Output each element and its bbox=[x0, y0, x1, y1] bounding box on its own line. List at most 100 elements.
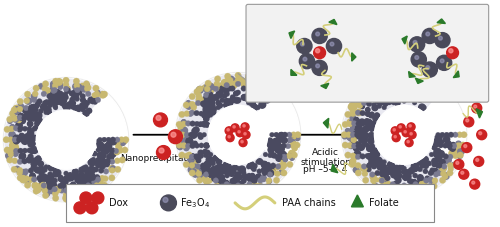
Circle shape bbox=[349, 102, 356, 108]
Circle shape bbox=[58, 91, 63, 96]
Circle shape bbox=[354, 117, 359, 122]
Circle shape bbox=[74, 87, 80, 93]
Circle shape bbox=[390, 186, 396, 192]
Circle shape bbox=[418, 179, 424, 185]
Circle shape bbox=[196, 100, 201, 106]
Circle shape bbox=[452, 153, 458, 159]
Circle shape bbox=[356, 143, 362, 149]
Circle shape bbox=[113, 148, 118, 154]
Circle shape bbox=[418, 175, 423, 181]
Circle shape bbox=[262, 162, 268, 168]
Circle shape bbox=[14, 148, 19, 154]
Circle shape bbox=[23, 105, 29, 111]
Circle shape bbox=[80, 104, 84, 108]
Circle shape bbox=[11, 107, 18, 113]
Circle shape bbox=[212, 185, 219, 192]
Circle shape bbox=[79, 167, 84, 173]
Circle shape bbox=[180, 132, 186, 138]
Circle shape bbox=[205, 123, 210, 127]
Circle shape bbox=[436, 91, 440, 96]
Circle shape bbox=[359, 129, 364, 134]
Circle shape bbox=[230, 178, 235, 184]
Circle shape bbox=[424, 87, 428, 92]
Circle shape bbox=[73, 195, 80, 201]
Circle shape bbox=[94, 93, 99, 98]
Circle shape bbox=[248, 178, 253, 182]
Circle shape bbox=[22, 158, 28, 164]
Circle shape bbox=[362, 177, 369, 183]
Circle shape bbox=[272, 143, 278, 148]
Circle shape bbox=[266, 162, 270, 167]
Circle shape bbox=[26, 157, 32, 162]
Circle shape bbox=[384, 181, 389, 185]
Circle shape bbox=[442, 143, 448, 148]
Circle shape bbox=[229, 171, 234, 176]
Circle shape bbox=[40, 184, 46, 190]
Circle shape bbox=[376, 104, 382, 109]
Circle shape bbox=[63, 188, 69, 193]
Circle shape bbox=[462, 143, 472, 153]
Circle shape bbox=[66, 194, 71, 199]
Circle shape bbox=[436, 163, 442, 168]
FancyBboxPatch shape bbox=[246, 4, 488, 102]
Circle shape bbox=[72, 169, 78, 175]
Circle shape bbox=[259, 81, 263, 85]
Circle shape bbox=[349, 161, 356, 168]
Circle shape bbox=[242, 82, 246, 87]
Circle shape bbox=[92, 192, 104, 204]
Circle shape bbox=[48, 182, 54, 187]
Circle shape bbox=[54, 170, 61, 176]
Circle shape bbox=[106, 137, 111, 142]
Circle shape bbox=[360, 110, 366, 116]
Circle shape bbox=[4, 147, 10, 153]
Circle shape bbox=[87, 179, 94, 186]
Circle shape bbox=[100, 157, 105, 162]
Circle shape bbox=[23, 169, 29, 174]
Circle shape bbox=[265, 80, 271, 86]
Circle shape bbox=[252, 178, 257, 183]
Circle shape bbox=[385, 168, 391, 175]
Circle shape bbox=[386, 98, 392, 104]
Circle shape bbox=[228, 136, 230, 138]
Circle shape bbox=[216, 171, 222, 177]
Circle shape bbox=[356, 133, 362, 139]
Circle shape bbox=[180, 138, 186, 143]
Circle shape bbox=[440, 163, 444, 167]
Circle shape bbox=[276, 144, 282, 151]
Circle shape bbox=[56, 79, 62, 85]
Circle shape bbox=[204, 172, 209, 177]
Circle shape bbox=[380, 171, 386, 177]
Circle shape bbox=[30, 137, 35, 142]
Circle shape bbox=[178, 111, 185, 118]
Circle shape bbox=[272, 142, 277, 147]
Circle shape bbox=[432, 162, 437, 167]
Circle shape bbox=[378, 98, 385, 104]
Circle shape bbox=[396, 178, 401, 182]
Circle shape bbox=[422, 28, 438, 44]
Circle shape bbox=[346, 121, 352, 127]
Circle shape bbox=[92, 188, 99, 194]
Circle shape bbox=[374, 79, 381, 85]
Circle shape bbox=[390, 82, 396, 88]
Circle shape bbox=[396, 96, 402, 103]
Circle shape bbox=[235, 187, 241, 193]
Circle shape bbox=[216, 91, 223, 98]
Circle shape bbox=[360, 165, 367, 171]
Circle shape bbox=[58, 99, 63, 105]
Circle shape bbox=[257, 169, 262, 174]
Circle shape bbox=[370, 148, 378, 155]
Circle shape bbox=[6, 116, 13, 123]
Circle shape bbox=[178, 152, 185, 158]
Circle shape bbox=[80, 188, 87, 195]
Circle shape bbox=[204, 143, 208, 148]
Circle shape bbox=[188, 167, 194, 173]
Circle shape bbox=[228, 76, 234, 81]
Circle shape bbox=[203, 149, 207, 154]
Circle shape bbox=[272, 170, 276, 174]
Circle shape bbox=[270, 163, 276, 168]
Circle shape bbox=[431, 84, 438, 91]
Circle shape bbox=[106, 148, 110, 152]
Circle shape bbox=[220, 178, 226, 183]
Circle shape bbox=[264, 96, 270, 103]
Circle shape bbox=[438, 143, 444, 148]
